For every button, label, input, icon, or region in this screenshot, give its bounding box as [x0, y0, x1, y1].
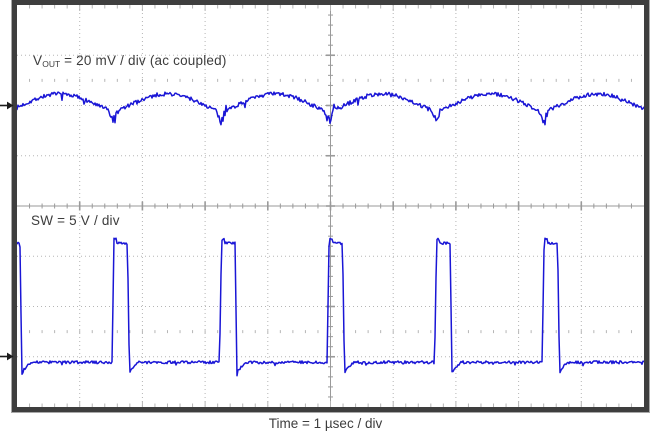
vout-trace-label: VOUT = 20 mV / div (ac coupled) [33, 53, 227, 69]
sw-scale-text: SW = 5 V / div [31, 213, 120, 228]
ch2-reference-marker-icon [0, 352, 14, 361]
sw-trace-label: SW = 5 V / div [31, 213, 120, 228]
waveform-plot [17, 5, 644, 407]
vout-subscript: OUT [42, 59, 61, 69]
timebase-label: Time = 1 µsec / div [268, 416, 383, 431]
scope-graticule-frame: VOUT = 20 mV / div (ac coupled) SW = 5 V… [11, 0, 650, 413]
ch1-reference-marker-icon [0, 101, 14, 110]
vout-scale-text: = 20 mV / div (ac coupled) [60, 53, 227, 68]
vout-symbol: V [33, 53, 43, 68]
